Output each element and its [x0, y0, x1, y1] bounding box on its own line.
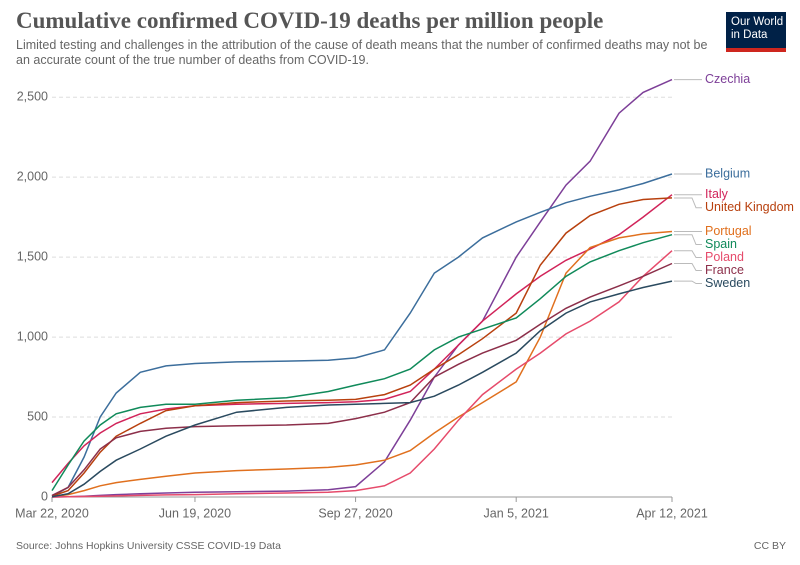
- y-tick-label: 2,500: [17, 89, 48, 103]
- legend-connector: [674, 280, 702, 285]
- series-line: [51, 78, 673, 498]
- legend-connector: [674, 263, 702, 272]
- series-line: [51, 197, 673, 497]
- x-tick-label: Jan 5, 2021: [484, 506, 549, 520]
- series-line: [51, 230, 673, 498]
- logo-text: in Data: [731, 29, 768, 41]
- series-line: [51, 262, 673, 497]
- legend-label: Spain: [705, 237, 737, 251]
- legend-label: France: [705, 263, 744, 277]
- series-line: [51, 173, 673, 497]
- legend-connector: [674, 250, 702, 259]
- y-tick-label: 500: [27, 409, 48, 423]
- license[interactable]: CC BY: [753, 540, 786, 552]
- y-tick-label: 1,000: [17, 329, 48, 343]
- logo-text: Our World: [731, 16, 784, 28]
- legend-connector: [674, 234, 702, 246]
- series-line: [51, 194, 673, 484]
- legend-label: Sweden: [705, 276, 750, 290]
- y-tick-label: 0: [41, 489, 48, 503]
- legend-label: Poland: [705, 250, 744, 264]
- y-tick-label: 1,500: [17, 249, 48, 263]
- series-line: [51, 233, 673, 491]
- legend-label: Italy: [705, 187, 729, 201]
- legend-label: United Kingdom: [705, 200, 794, 214]
- x-tick-label: Mar 22, 2020: [15, 506, 89, 520]
- logo[interactable]: Our World in Data: [726, 12, 786, 52]
- x-tick-label: Apr 12, 2021: [636, 506, 708, 520]
- legend-label: Czechia: [705, 72, 750, 86]
- legend-connector: [674, 197, 702, 209]
- series-line: [51, 280, 673, 498]
- chart-subtitle: Limited testing and challenges in the at…: [16, 38, 708, 67]
- legend-label: Portugal: [705, 224, 752, 238]
- series-line: [51, 250, 673, 498]
- y-tick-label: 2,000: [17, 169, 48, 183]
- source: Source: Johns Hopkins University CSSE CO…: [16, 540, 281, 552]
- legend-label: Belgium: [705, 166, 750, 180]
- x-tick-label: Jun 19, 2020: [159, 506, 231, 520]
- chart-title: Cumulative confirmed COVID-19 deaths per…: [16, 8, 604, 33]
- x-tick-label: Sep 27, 2020: [318, 506, 392, 520]
